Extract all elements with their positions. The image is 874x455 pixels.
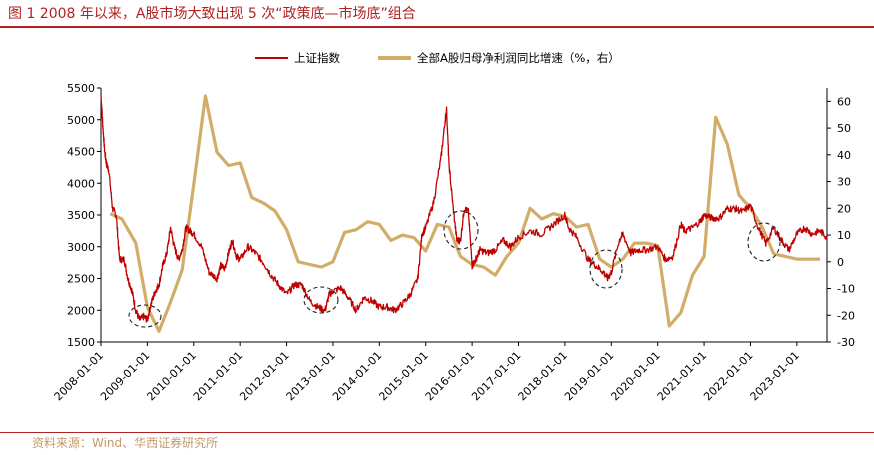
market-bottom-marker-2018: [589, 249, 623, 289]
left-tick-label: 3000: [67, 241, 95, 254]
left-tick-label: 1500: [67, 336, 95, 349]
right-tick-label: -30: [837, 336, 855, 349]
market-bottom-marker-2016: [443, 210, 479, 250]
chart-series: [100, 94, 828, 333]
legend: 上证指数 全部A股归母净利润同比增速（%，右）: [255, 51, 620, 65]
dual-axis-line-chart: 1500 2000 2500 3000 3500 4000 4500 5000 5500 -30 -…: [52, 51, 855, 403]
figure-title: 图 1 2008 年以来，A股市场大致出现 5 次“政策底—市场底”组合: [8, 6, 416, 22]
market-bottom-marker-2008: [128, 304, 162, 328]
left-tick-label: 5500: [67, 82, 95, 95]
legend-label-profit: 全部A股归母净利润同比增速（%，右）: [417, 51, 620, 65]
legend-label-index: 上证指数: [294, 51, 340, 65]
market-bottom-marker-2022: [747, 222, 781, 262]
right-tick-label: -20: [837, 309, 855, 322]
right-tick-label: 10: [837, 229, 851, 242]
left-tick-label: 3500: [67, 209, 95, 222]
shanghai-index-line: [100, 94, 828, 323]
left-tick-label: 4500: [67, 146, 95, 159]
right-tick-label: -10: [837, 283, 855, 296]
right-tick-label: 0: [837, 256, 844, 269]
x-tick-label: 2023-01-01: [748, 349, 802, 403]
profit-growth-line: [109, 94, 820, 333]
source-rule: [0, 432, 874, 433]
chart-axes: 1500 2000 2500 3000 3500 4000 4500 5000 5500 -30 -…: [52, 82, 855, 403]
title-rule: [0, 26, 874, 28]
right-tick-label: 40: [837, 149, 851, 162]
left-tick-label: 2000: [67, 304, 95, 317]
right-tick-label: 50: [837, 122, 851, 135]
left-tick-label: 2500: [67, 273, 95, 286]
bottom-markers: [128, 210, 781, 328]
right-tick-label: 20: [837, 202, 851, 215]
left-tick-label: 4000: [67, 177, 95, 190]
right-tick-label: 60: [837, 95, 851, 108]
source-note: 资料来源：Wind、华西证券研究所: [32, 436, 219, 450]
market-bottom-marker-2012: [303, 286, 339, 314]
left-tick-label: 5000: [67, 114, 95, 127]
right-tick-label: 30: [837, 176, 851, 189]
